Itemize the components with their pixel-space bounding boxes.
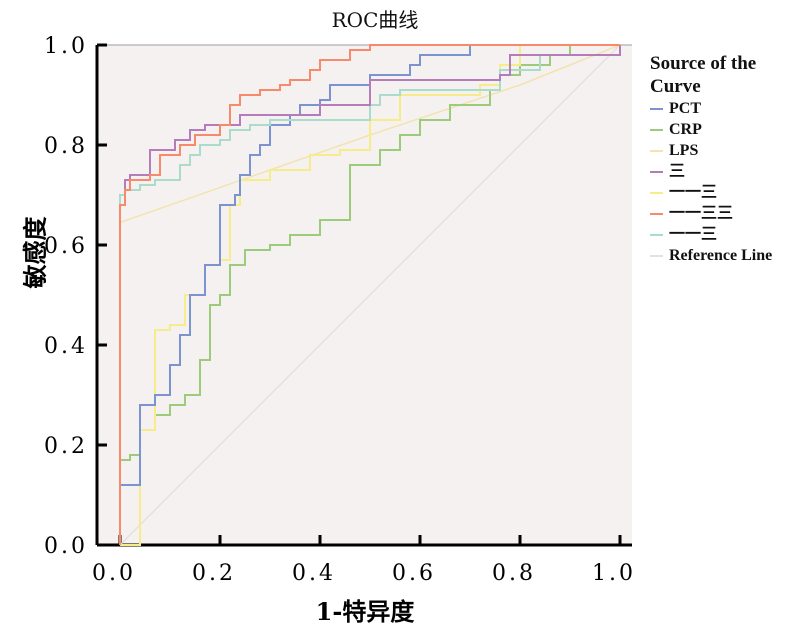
- legend-label: 三: [669, 162, 686, 180]
- legend-swatch: [650, 191, 663, 194]
- legend-swatch: [650, 233, 663, 236]
- legend-title: Source of the Curve: [650, 53, 757, 97]
- legend-swatch: [650, 212, 663, 215]
- x-axis-label: 1-特异度: [315, 597, 415, 626]
- legend-label: 一一三: [669, 225, 718, 243]
- legend-item: 三: [650, 161, 800, 182]
- legend-label: 一一三: [669, 183, 718, 201]
- legend-swatch: [650, 170, 663, 173]
- chart-title: ROC曲线: [331, 8, 419, 32]
- series-line-2: [119, 44, 621, 224]
- legend-label: 一一三三: [669, 204, 734, 222]
- legend: Source of the Curve PCT CRP LPS 三一一三 一一三三 一一三…: [650, 52, 800, 266]
- x-tick-label: 1.0: [592, 561, 636, 586]
- legend-swatch: [650, 128, 663, 131]
- legend-label: LPS: [669, 141, 699, 159]
- legend-item: 一一三: [650, 182, 800, 203]
- legend-item: 一一三三: [650, 203, 800, 224]
- legend-swatch: [650, 107, 663, 110]
- legend-item: CRP: [650, 119, 800, 140]
- series-line-6: [119, 45, 621, 545]
- x-tick-label: 0.2: [192, 561, 236, 586]
- legend-swatch: [650, 149, 663, 152]
- x-tick-label: 0.0: [92, 561, 136, 586]
- legend-item: 一一三: [650, 224, 800, 245]
- y-tick-label: 0.8: [44, 134, 88, 159]
- y-tick-label: 0.0: [44, 534, 88, 559]
- series-line-0: [119, 44, 620, 545]
- legend-item: PCT: [650, 98, 800, 119]
- y-tick-label: 0.4: [44, 334, 88, 359]
- legend-label: PCT: [669, 99, 701, 117]
- y-axis-label: 敏感度: [20, 216, 50, 289]
- y-tick-label: 1.0: [44, 34, 88, 59]
- legend-item: LPS: [650, 140, 800, 161]
- x-tick-label: 0.6: [392, 561, 436, 586]
- y-tick-label: 0.6: [44, 234, 88, 259]
- legend-item: Reference Line: [650, 245, 800, 266]
- legend-label: Reference Line: [669, 246, 773, 264]
- x-tick-label: 0.8: [492, 561, 536, 586]
- series-line-5: [119, 44, 620, 545]
- y-tick-label: 0.2: [44, 434, 88, 459]
- legend-swatch: [650, 254, 663, 257]
- series-line-7: [119, 44, 621, 546]
- x-tick-label: 0.4: [292, 561, 336, 586]
- legend-label: CRP: [669, 120, 702, 138]
